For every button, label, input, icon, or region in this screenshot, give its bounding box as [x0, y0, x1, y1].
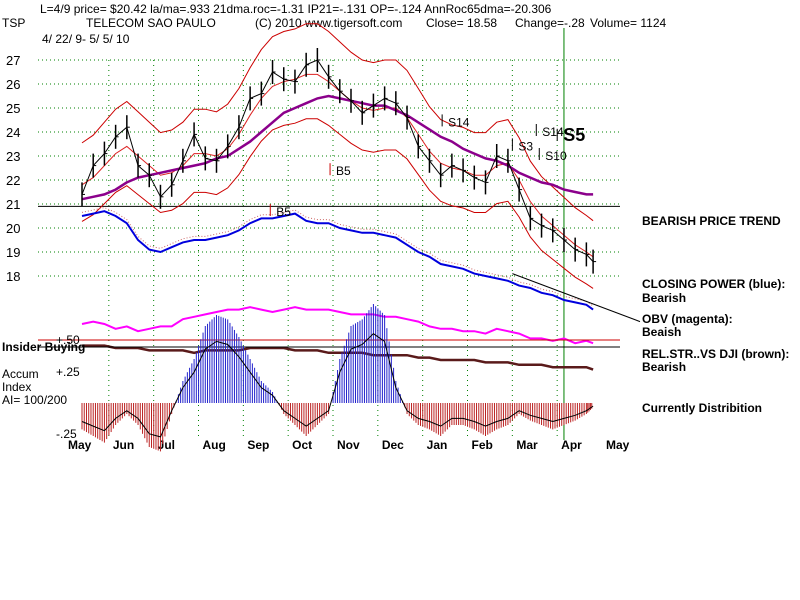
- relstr-state: Bearish: [642, 360, 686, 374]
- upper-band-line: [81, 23, 594, 222]
- x-tick-label: Feb: [472, 438, 493, 452]
- closing-power-line: [81, 210, 594, 311]
- x-tick-label: Dec: [382, 438, 404, 452]
- obv-state: Beaish: [642, 325, 681, 339]
- y-tick-label: 21: [6, 197, 20, 212]
- header-symbol: TSP: [2, 16, 25, 30]
- obv-line: [81, 306, 594, 345]
- signal-label: B5: [276, 205, 291, 219]
- header-date-range: 4/ 22/ 9- 5/ 5/ 10: [42, 32, 130, 46]
- x-tick-label: Apr: [561, 438, 582, 452]
- closing-power-state: Bearish: [642, 291, 686, 305]
- signal-label: S3: [518, 139, 533, 153]
- relstr-line: [82, 344, 594, 371]
- lower-band-line: [81, 118, 594, 289]
- header-line1: L=4/9 price= $20.42 la/ma=.933 21dma.roc…: [40, 2, 552, 16]
- y-tick-label: 23: [6, 149, 20, 164]
- y-tick-label: 26: [6, 77, 20, 92]
- x-tick-label: Oct: [292, 438, 312, 452]
- x-tick-label: Aug: [203, 438, 226, 452]
- x-tick-label: May: [606, 438, 630, 452]
- accum-label: Accum: [2, 367, 39, 381]
- x-tick-label: May: [68, 438, 92, 452]
- accum-ma-line: [81, 333, 594, 438]
- closing-power-ma-line: [81, 207, 594, 307]
- closing-power-trendline: [512, 273, 641, 323]
- ai-label: AI= 100/200: [2, 393, 67, 407]
- signal-label: B5: [336, 164, 351, 178]
- x-tick-label: Nov: [337, 438, 360, 452]
- x-tick-label: Jun: [113, 438, 134, 452]
- y-tick-label: 25: [6, 101, 20, 116]
- bearish-trend-label: BEARISH PRICE TREND: [642, 214, 781, 228]
- y-tick-label: 20: [6, 221, 20, 236]
- accum-tick-025: +.25: [56, 365, 80, 379]
- index-label: Index: [2, 380, 31, 394]
- insider-label: Insider Buying: [2, 340, 85, 354]
- x-tick-label: Jul: [158, 438, 175, 452]
- x-tick-label: Sep: [247, 438, 269, 452]
- accum-tick-m025: -.25: [56, 427, 77, 441]
- relstr-label: REL.STR..VS DJI (brown):: [642, 347, 789, 361]
- header-close: Close= 18.58: [426, 16, 497, 30]
- currently-label: Currently Distribition: [642, 401, 762, 415]
- obv-label: OBV (magenta):: [642, 312, 733, 326]
- signal-label: S5: [563, 125, 585, 145]
- y-tick-label: 27: [6, 53, 20, 68]
- closing-power-label: CLOSING POWER (blue):: [642, 277, 785, 291]
- y-tick-label: 18: [6, 269, 20, 284]
- accum-tick-050: +.50: [56, 333, 80, 347]
- header-change: Change=-.28: [515, 16, 585, 30]
- header-volume: Volume= 1124: [590, 16, 666, 30]
- y-tick-label: 24: [6, 125, 20, 140]
- y-tick-label: 19: [6, 245, 20, 260]
- y-tick-label: 22: [6, 173, 20, 188]
- header-copyright: (C) 2010 www.tigersoft.com: [255, 16, 402, 30]
- price-line: [81, 59, 594, 262]
- signal-label: S14: [448, 115, 470, 129]
- header-company: TELECOM SAO PAULO: [86, 16, 216, 30]
- x-tick-label: Mar: [516, 438, 538, 452]
- x-tick-label: Jan: [427, 438, 448, 452]
- plot-area: 18 19 20 21 22 23 24 25 26 27 May Jun Jul Aug Sep Oct No…: [6, 23, 641, 452]
- signal-label: S10: [545, 149, 567, 163]
- signal-label: S14: [542, 125, 564, 139]
